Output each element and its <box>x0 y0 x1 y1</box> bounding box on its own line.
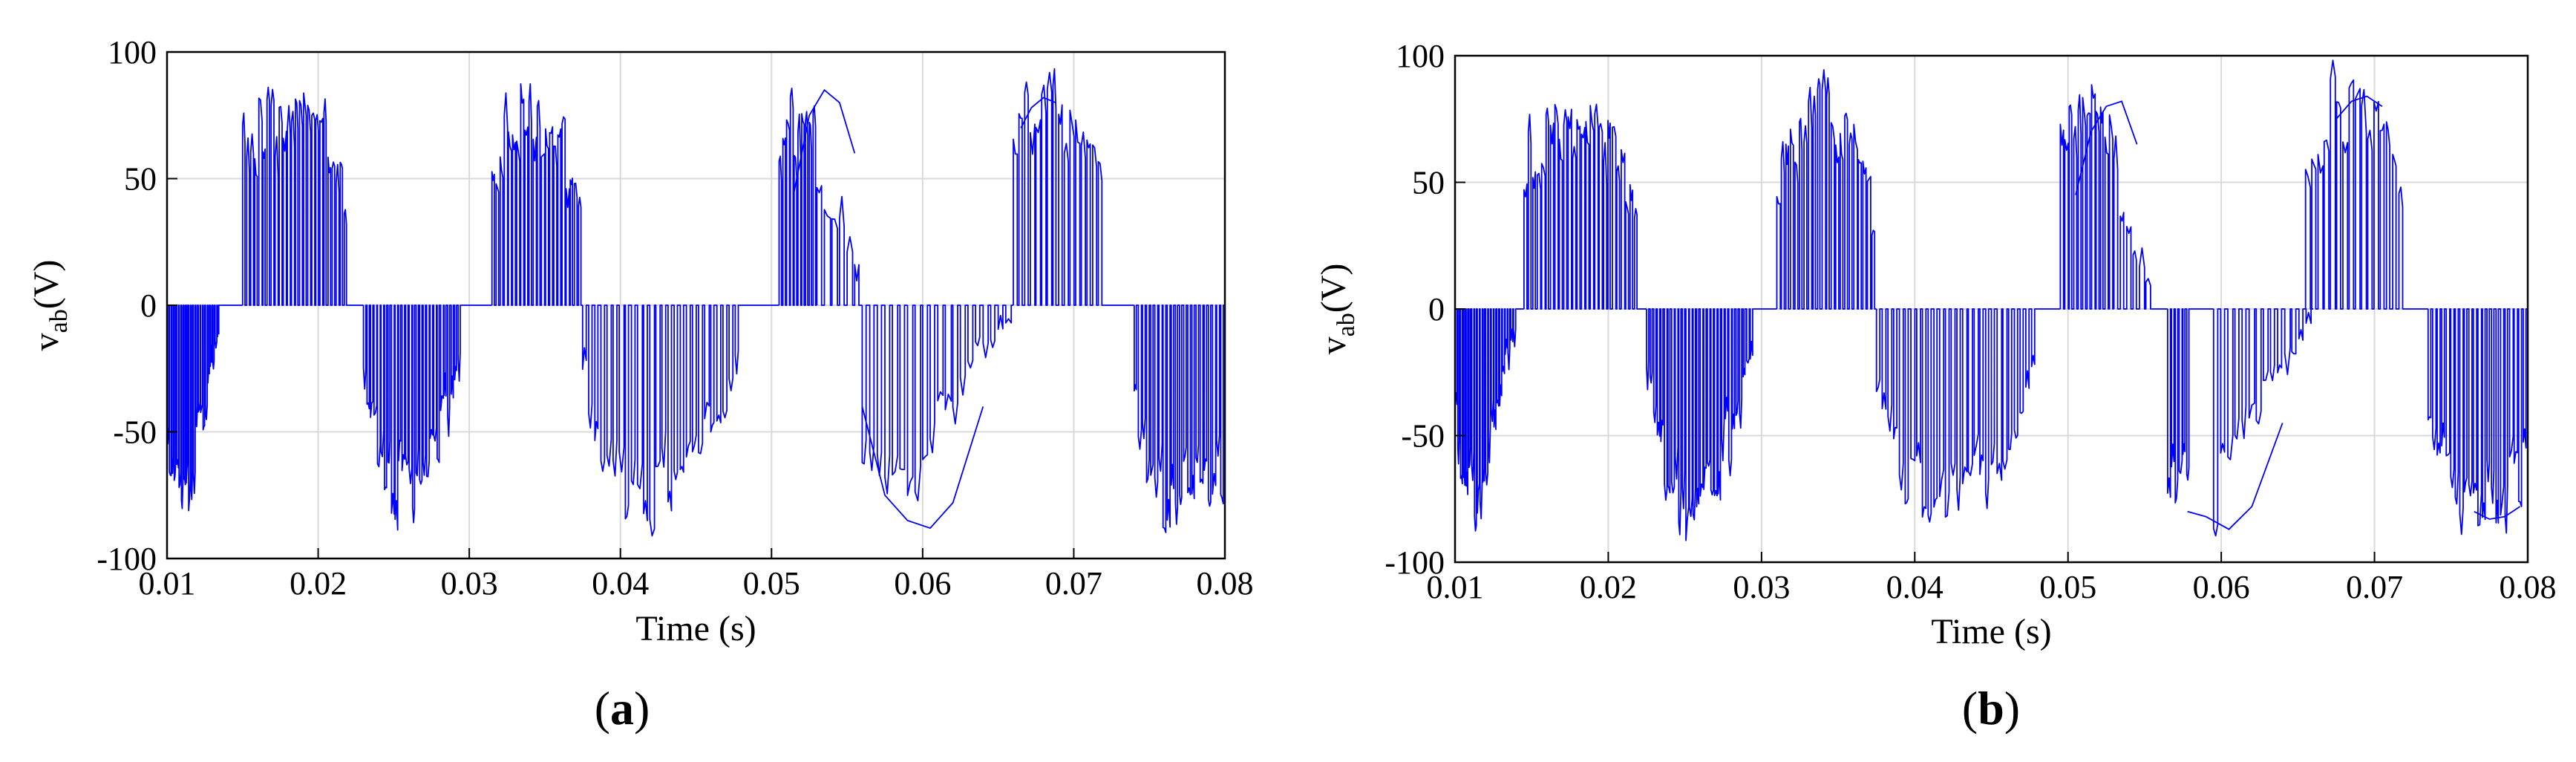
waveform-envelope-segment <box>2474 506 2521 520</box>
x-tick-labels-a: 0.01 0.02 0.03 0.04 0.05 0.06 0.07 0.08 <box>139 548 1254 602</box>
x-tick-label: 0.03 <box>441 565 498 602</box>
x-tick-label: 0.07 <box>1045 565 1102 602</box>
y-tick-label: -100 <box>1385 544 1445 581</box>
x-tick-label: 0.04 <box>1886 569 1944 605</box>
waveform-envelope-segment <box>2335 95 2383 120</box>
y-tick-label: -100 <box>97 541 157 577</box>
y-tick-label: 50 <box>124 161 157 198</box>
x-tick-labels-b: 0.01 0.02 0.03 0.04 0.05 0.06 0.07 0.08 <box>1427 552 2557 605</box>
waveform-pulse-segment <box>241 86 349 306</box>
x-axis-title-a: Time (s) <box>635 609 756 648</box>
x-tick-label: 0.05 <box>743 565 800 602</box>
x-tick-label: 0.01 <box>139 565 196 602</box>
y-tick-label: 100 <box>108 34 157 71</box>
y-tick-label: -50 <box>1401 418 1445 455</box>
waveform-pulse-segment <box>2059 84 2114 310</box>
waveform-pulse-segment <box>906 305 1013 501</box>
x-tick-label: 0.05 <box>2039 569 2096 605</box>
y-tick-labels-b: 100 50 0 -50 -100 <box>1385 38 1465 581</box>
y-axis-title-unit-a: (V) <box>27 260 66 310</box>
chart-panel-b: 0.01 0.02 0.03 0.04 0.05 0.06 0.07 0.08 100 50 0 -… <box>1314 38 2557 735</box>
waveform-pulse-segment <box>816 185 863 306</box>
waveform-pulse-segment <box>166 305 220 512</box>
waveform-a <box>166 68 1225 537</box>
waveform-pulse-segment <box>2427 308 2528 535</box>
x-tick-label: 0.06 <box>2193 569 2250 605</box>
waveform-pulse-segment <box>861 305 908 495</box>
waveform-pulse-segment <box>1134 305 1225 533</box>
waveform-b <box>1454 59 2528 541</box>
waveform-envelope-segment <box>2075 100 2138 195</box>
waveform-pulse-segment <box>2304 59 2405 310</box>
waveform-pulse-segment <box>1454 308 1517 532</box>
waveform-pulse-segment <box>362 305 462 531</box>
y-tick-labels-a: 100 50 0 -50 -100 <box>97 34 177 577</box>
waveform-pulse-segment <box>1646 308 1754 541</box>
x-tick-label: 0.08 <box>1197 565 1254 602</box>
x-tick-label: 0.01 <box>1427 569 1484 605</box>
waveform-pulse-segment <box>1875 308 2038 523</box>
panel-label-b: (b) <box>1962 682 2020 735</box>
x-axis-title-b: Time (s) <box>1931 612 2051 651</box>
x-tick-label: 0.04 <box>592 565 649 602</box>
x-tick-label: 0.08 <box>2500 569 2557 605</box>
x-tick-label: 0.07 <box>2346 569 2403 605</box>
y-axis-title-main-a: v <box>27 333 66 351</box>
panel-label-a: (a) <box>595 682 650 735</box>
waveform-pulse-segment <box>1523 103 1639 310</box>
y-tick-label: -50 <box>113 414 157 451</box>
waveform-pulse-segment <box>778 88 817 306</box>
x-tick-label: 0.06 <box>894 565 951 602</box>
x-tick-label: 0.03 <box>1733 569 1790 605</box>
waveform-envelope-segment <box>2187 423 2284 530</box>
waveform-envelope-segment <box>793 88 856 192</box>
y-tick-label: 50 <box>1412 165 1445 201</box>
y-tick-label: 0 <box>140 287 157 324</box>
y-axis-title-main-b: v <box>1314 336 1353 354</box>
waveform-pulse-segment <box>2167 308 2191 504</box>
y-axis-title-b: vab(V) <box>1314 264 1360 355</box>
waveform-pulse-segment <box>581 305 742 537</box>
y-axis-title-unit-b: (V) <box>1314 264 1353 313</box>
waveform-envelope-segment <box>861 406 984 530</box>
waveform-pulse-segment <box>2212 308 2313 537</box>
y-tick-label: 100 <box>1396 38 1445 74</box>
waveform-pulse-segment <box>1776 69 1877 310</box>
y-axis-title-sub-a: ab <box>45 309 73 333</box>
x-tick-label: 0.02 <box>1580 569 1637 605</box>
y-axis-title-sub-b: ab <box>1333 313 1360 336</box>
y-axis-title-a: vab(V) <box>27 260 73 351</box>
waveform-envelope-segment <box>1020 97 1056 128</box>
waveform-pulse-segment <box>491 83 583 306</box>
y-tick-label: 0 <box>1428 291 1445 328</box>
x-tick-label: 0.02 <box>290 565 347 602</box>
waveform-pulse-segment <box>1013 68 1105 306</box>
chart-panel-a: 0.01 0.02 0.03 0.04 0.05 0.06 0.07 0.08 100 50 0 -… <box>27 34 1254 735</box>
waveform-pulse-segment <box>2113 135 2153 310</box>
